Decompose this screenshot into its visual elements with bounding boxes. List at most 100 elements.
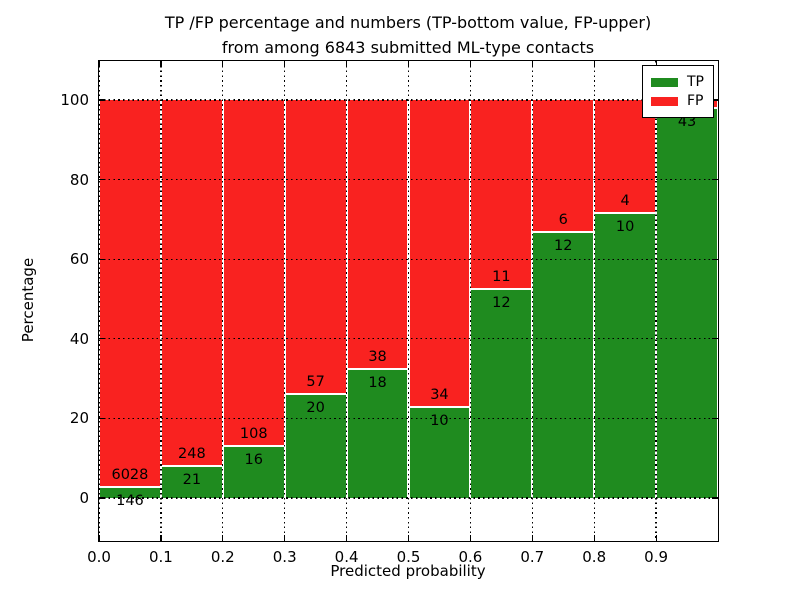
tp-count-label: 18 <box>368 375 387 392</box>
bar-segment-fp <box>347 100 408 371</box>
tp-count-label: 21 <box>182 471 202 488</box>
x-tick-mark-top <box>407 61 410 67</box>
y-tick-mark-right <box>712 338 718 340</box>
y-tick-mark <box>99 497 105 499</box>
y-tick-mark-right <box>712 417 718 420</box>
vertical-gridline <box>222 61 224 541</box>
vertical-gridline <box>407 61 410 541</box>
tp-count-label: 10 <box>430 412 449 429</box>
bar-segment-fp <box>223 100 284 447</box>
bar-segment-fp <box>409 100 470 408</box>
x-tick-mark <box>98 535 100 541</box>
x-tick-label: 0.6 <box>458 548 483 566</box>
x-tick-mark-top <box>346 61 348 67</box>
legend-label-fp: FP <box>687 93 704 109</box>
x-tick-mark-top <box>655 61 657 67</box>
fp-count-label: 34 <box>430 386 449 403</box>
y-tick-mark <box>99 179 105 181</box>
x-tick-label: 0.9 <box>644 548 669 566</box>
bar-segment-fp <box>533 100 594 233</box>
fp-count-label: 4 <box>620 192 630 209</box>
vertical-gridline <box>655 61 657 541</box>
vertical-gridline <box>593 61 595 541</box>
horizontal-gridline <box>99 99 718 101</box>
horizontal-gridline <box>99 338 718 340</box>
fp-count-label: 57 <box>306 373 325 390</box>
y-tick-label: 40 <box>69 329 89 348</box>
x-tick-mark <box>284 535 286 541</box>
fp-count-label: 11 <box>492 269 511 286</box>
x-tick-label: 0.8 <box>582 548 607 566</box>
horizontal-gridline <box>99 178 718 181</box>
x-tick-mark <box>346 535 348 541</box>
x-tick-label: 0.5 <box>396 548 421 566</box>
y-tick-label: 100 <box>60 91 89 109</box>
vertical-gridline <box>345 61 348 541</box>
horizontal-gridline <box>99 258 718 260</box>
fp-count-label: 6 <box>558 211 568 228</box>
tp-count-label: 20 <box>306 399 325 416</box>
bar-segment-tp <box>533 232 594 498</box>
x-tick-mark-top <box>531 61 533 67</box>
bar-segment-tp <box>285 394 346 498</box>
x-tick-label: 0.4 <box>334 548 359 566</box>
x-tick-mark-top <box>98 61 100 67</box>
y-tick-mark <box>99 417 105 420</box>
legend-row: FP <box>651 93 704 109</box>
x-tick-mark <box>655 535 657 541</box>
y-tick-mark <box>99 338 105 340</box>
bar-segment-tp <box>409 407 470 498</box>
x-tick-mark-top <box>593 61 595 67</box>
bar-segment-tp <box>223 446 284 498</box>
y-tick-mark <box>99 99 105 101</box>
legend: TP FP <box>642 65 714 118</box>
fp-count-label: 38 <box>368 349 387 366</box>
x-tick-mark-top <box>469 61 472 67</box>
x-tick-mark <box>531 535 533 541</box>
tp-count-label: 16 <box>244 451 263 468</box>
x-tick-mark <box>222 535 224 541</box>
fp-count-label: 108 <box>239 425 268 442</box>
chart-title: TP /FP percentage and numbers (TP-bottom… <box>98 10 718 60</box>
y-tick-label: 0 <box>79 489 89 507</box>
vertical-gridline <box>98 61 100 541</box>
x-tick-mark-top <box>160 61 162 67</box>
bar-segment-fp <box>471 100 532 291</box>
bar-segment-tp <box>347 370 408 498</box>
x-tick-mark <box>407 535 410 541</box>
bar-segment-tp <box>161 466 222 498</box>
bar-segment-tp <box>471 290 532 498</box>
y-tick-label: 20 <box>69 409 89 428</box>
bar-segment-tp <box>595 213 656 498</box>
tp-count-label: 10 <box>615 218 635 235</box>
tp-count-label: 43 <box>677 114 697 131</box>
x-tick-label: 0.0 <box>87 548 111 566</box>
y-tick-mark-right <box>712 258 718 260</box>
x-tick-mark <box>160 535 162 541</box>
horizontal-gridline <box>99 417 718 420</box>
vertical-gridline <box>531 61 533 541</box>
x-tick-mark-top <box>222 61 224 67</box>
horizontal-gridline <box>99 497 718 499</box>
x-tick-mark <box>469 535 472 541</box>
y-tick-mark <box>99 258 105 260</box>
x-tick-mark <box>593 535 595 541</box>
legend-swatch-tp <box>651 77 678 87</box>
x-tick-label: 0.3 <box>272 548 297 566</box>
fp-count-label: 248 <box>178 445 206 462</box>
y-tick-label: 60 <box>69 250 89 269</box>
bar-segment-fp <box>161 100 222 467</box>
y-tick-mark-right <box>712 497 718 499</box>
bar-segment-fp <box>285 100 346 395</box>
legend-swatch-fp <box>651 96 678 106</box>
y-tick-mark-right <box>712 179 718 181</box>
plot-area: TP FP 6028 146 248 21 108 16 57 20 38 18 34 10 11 12 6 1… <box>60 60 719 566</box>
fp-count-label: 6028 <box>111 467 149 484</box>
tp-count-label: 12 <box>492 295 511 312</box>
bar-segment-fp <box>100 100 160 489</box>
legend-row: TP <box>651 74 704 90</box>
vertical-gridline <box>160 61 162 541</box>
x-axis-label: Predicted probability <box>330 562 486 580</box>
bar-segment-tp <box>100 488 160 498</box>
